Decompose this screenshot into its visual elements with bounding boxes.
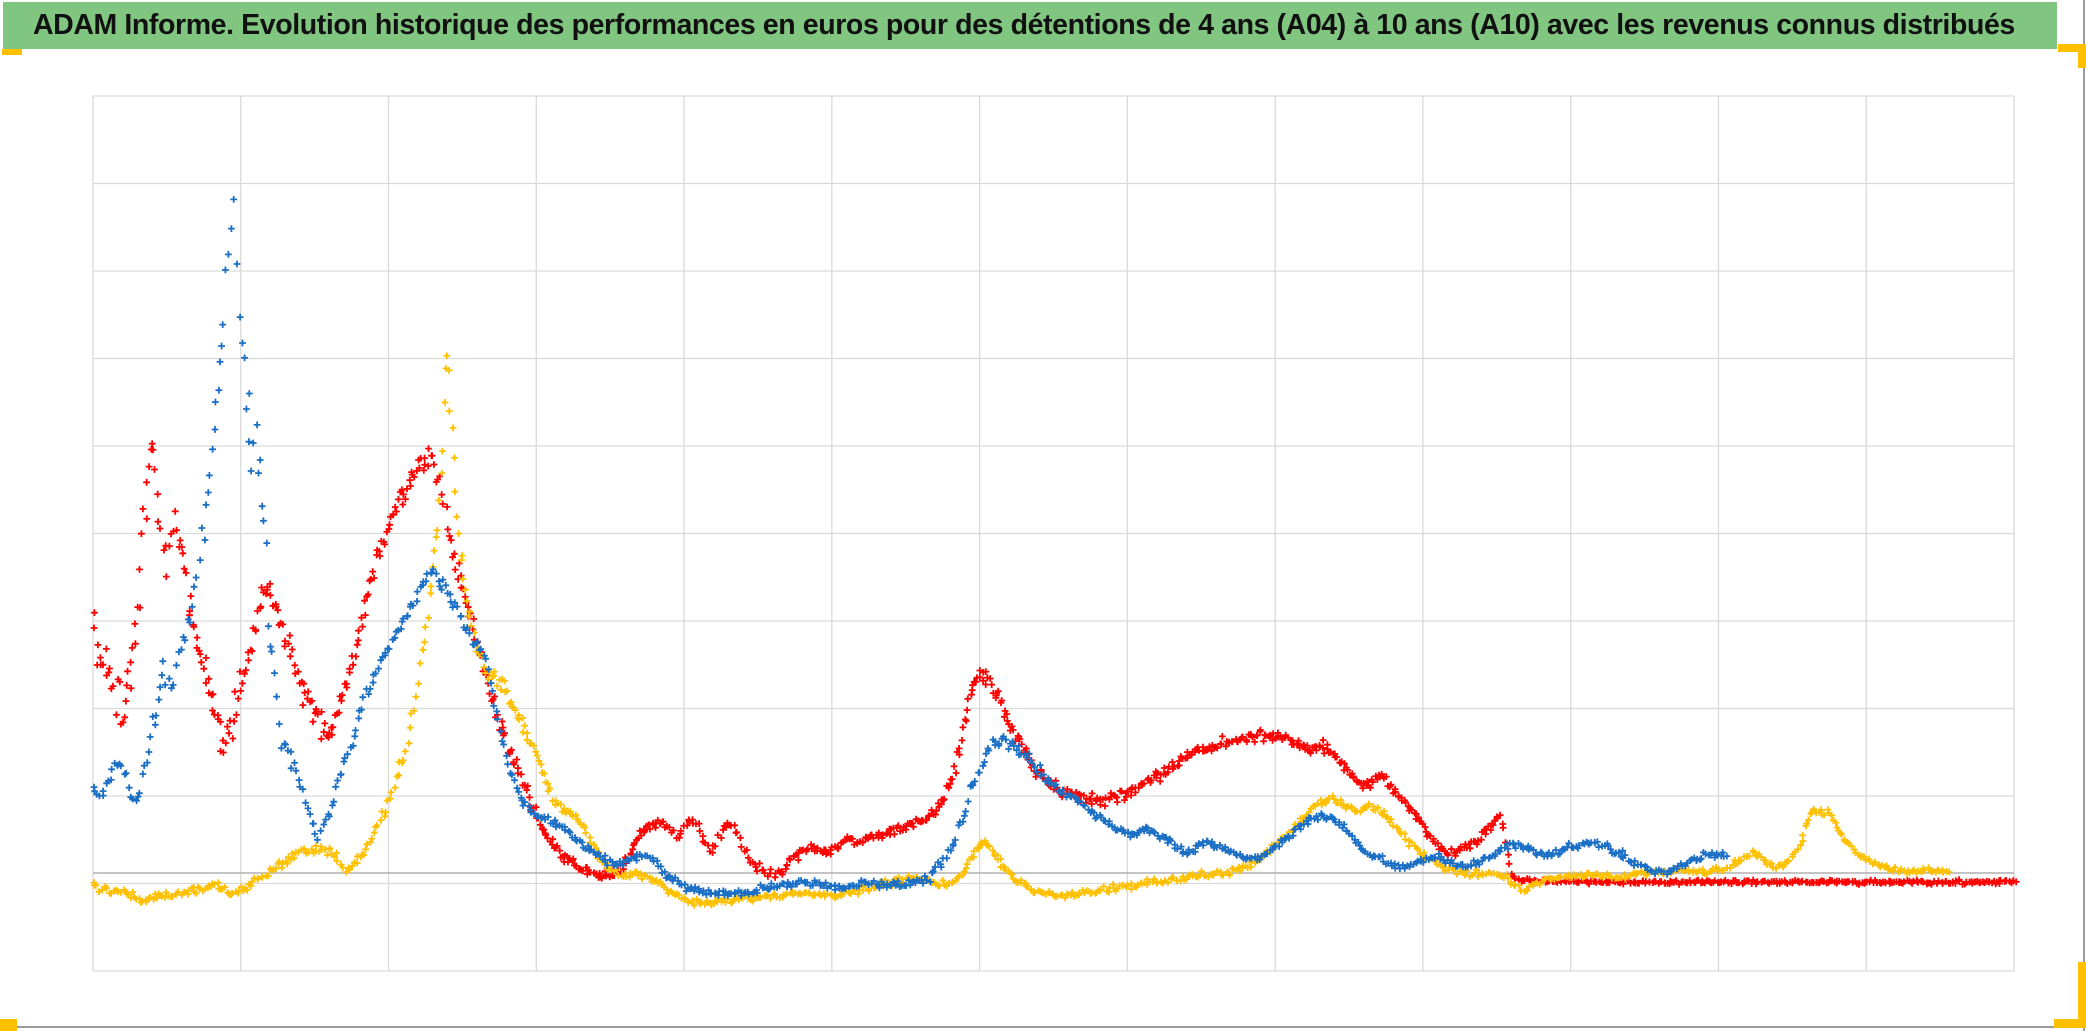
page-mark-top-left [2,49,22,55]
report-title: ADAM Informe. Evolution historique des p… [33,9,2015,41]
performance-chart[interactable] [0,50,2086,1010]
series-blue [90,196,1731,899]
series-gold [90,352,1953,909]
page-mark-bottom-right-v [2078,962,2086,1024]
page-bottom-border-line [17,1026,2086,1028]
page-right-border-line [2083,0,2085,1031]
report-title-bar: ADAM Informe. Evolution historique des p… [3,2,2057,49]
page-mark-bottom-left [0,1019,17,1031]
series-red [90,440,2020,888]
page-mark-top-right-h [2058,44,2086,52]
page-mark-top-right-v [2078,44,2086,68]
page-mark-bottom-right-h [2054,1019,2086,1028]
scatter-plot-canvas [90,95,2020,972]
